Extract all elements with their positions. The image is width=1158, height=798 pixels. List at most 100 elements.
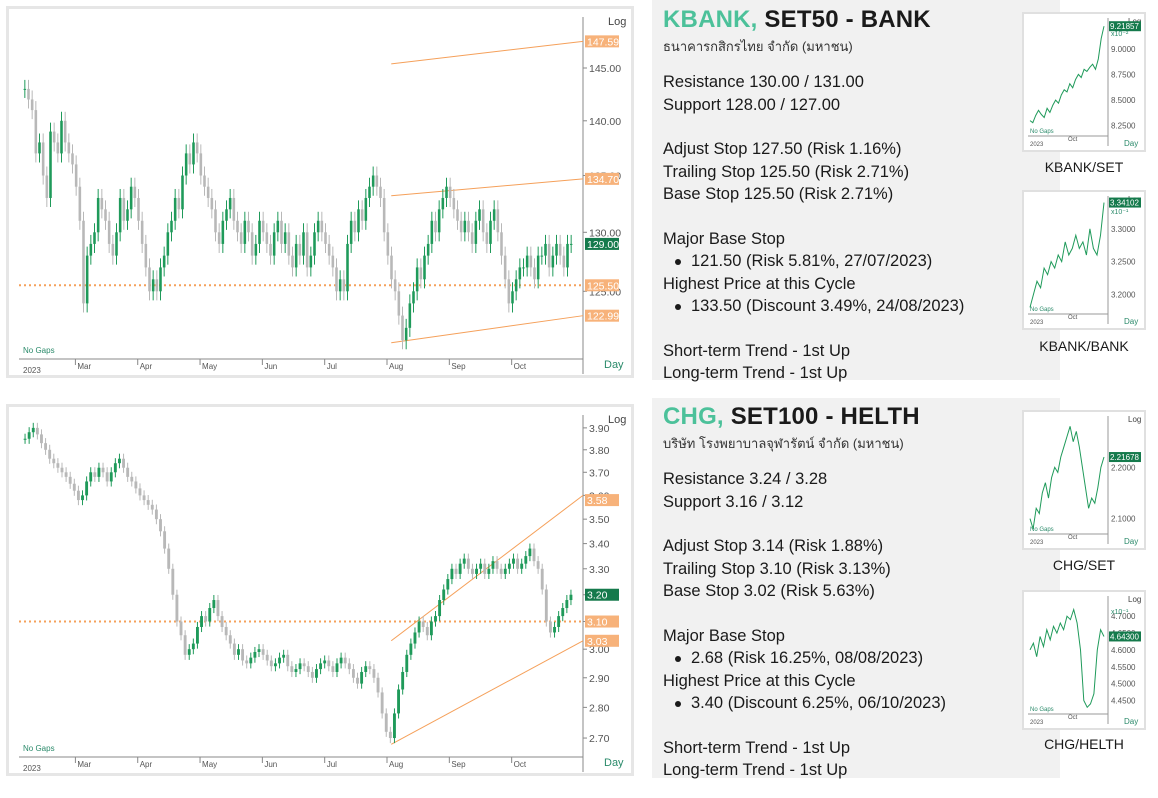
price-marker [585,279,619,292]
candle-body [107,220,111,244]
candle-body [171,568,175,595]
last-value-marker [1109,197,1141,208]
candle-body [368,666,372,670]
candle-body [448,186,452,198]
kbank-bank-label: KBANK/BANK [1039,338,1129,354]
candle-body [113,463,117,473]
candle-body [96,197,100,233]
month-label: Jul [327,362,337,371]
price-marker [585,615,619,628]
candle-body [221,220,225,244]
candle-body [324,232,327,244]
candle-body [462,558,466,564]
candle-body [528,548,532,557]
y-tick-label: 3.40 [589,539,610,551]
candle-body [196,626,199,644]
candle-body [512,558,515,564]
candle-body [254,243,258,256]
candle-body [150,504,154,510]
y-tick-label: 2.1000 [1111,515,1136,524]
candle-body [319,663,323,670]
candle-body [434,616,437,622]
candle-body [349,220,353,244]
trend-channel-line [391,178,584,197]
candle-body [64,472,68,477]
period-label: Day [1124,717,1138,726]
candle-body [421,621,425,627]
candle-body [85,255,89,304]
period-label: Day [1124,537,1138,546]
candle-body [195,142,199,154]
candle-body [495,561,499,569]
year-label: 2023 [1030,540,1044,546]
y-tick-label: 4.5000 [1111,680,1136,689]
candle-body [384,713,388,732]
candle-body [243,220,247,244]
candle-body [104,209,107,221]
candle-body [380,692,384,714]
candle-body [364,197,368,221]
candle-body [466,558,470,569]
candle-body [520,563,524,569]
candle-body [237,649,240,655]
candle-body [339,657,343,664]
candle-body [489,220,492,244]
candle-body [401,671,405,690]
candle-body [177,197,181,210]
y-tick-label: 4.4500 [1111,697,1136,706]
chg-info: CHG, SET100 - HELTH บริษัท โรงพยาบาลจุฬา… [663,403,946,782]
candle-body [122,197,126,221]
base-stop: Base Stop 125.50 (Risk 2.71%) [663,185,894,203]
candle-body [360,671,364,684]
candle-body [445,186,448,198]
candle-body [126,209,129,221]
candle-body [257,649,261,652]
no-gaps-label: No Gaps [1030,307,1054,313]
candle-body [115,232,118,256]
period-label: Day [1124,139,1138,148]
exponent-label: x10⁻² [1111,31,1129,38]
candle-body [500,232,503,256]
month-label: Apr [140,362,153,371]
chg-info-panel [652,398,1060,778]
candle-body [48,449,52,459]
mini-chart-svg: Log Day No Gaps 2023 Oct 2.2000 2.1000 2.21678 [1028,415,1141,546]
chg-title: CHG, SET100 - HELTH [663,403,946,431]
candle-body [204,616,208,622]
relative-line [1029,26,1105,124]
candle-body [390,255,393,280]
candle-body [122,458,125,468]
candle-body [52,458,56,464]
candle-body [342,279,346,292]
long-term-trend: Long-term Trend - 1st Up [663,761,848,779]
price-marker-label: 134.70 [587,174,619,186]
y-tick-label: 4.5500 [1111,663,1136,672]
candle-body [408,303,412,328]
candle-body [357,209,360,233]
base-stop: Base Stop 3.02 (Risk 5.63%) [663,582,875,600]
trend-channel-line [391,640,584,745]
candle-body [60,120,63,154]
candle-body [76,490,80,501]
candle-body [516,558,520,569]
chg-helth-label: CHG/HELTH [1044,736,1124,752]
month-label: Mar [77,362,91,371]
candle-body [313,232,316,256]
candle-body [283,232,287,244]
trailing-stop: Trailing Stop 125.50 (Risk 2.71%) [663,162,910,181]
last-value-label: 2.21678 [1110,453,1139,462]
candle-body [566,243,569,268]
y-tick-label: 4.6000 [1111,646,1136,655]
candle-body [253,651,257,658]
candle-body [144,243,148,268]
candle-body [133,186,137,198]
candle-body [532,548,536,562]
candle-body [382,197,386,233]
ticker: CHG, [663,403,724,430]
price-marker [585,237,619,250]
candle-body [331,666,335,672]
price-marker-label: 3.10 [587,617,608,629]
candle-body [181,175,184,210]
